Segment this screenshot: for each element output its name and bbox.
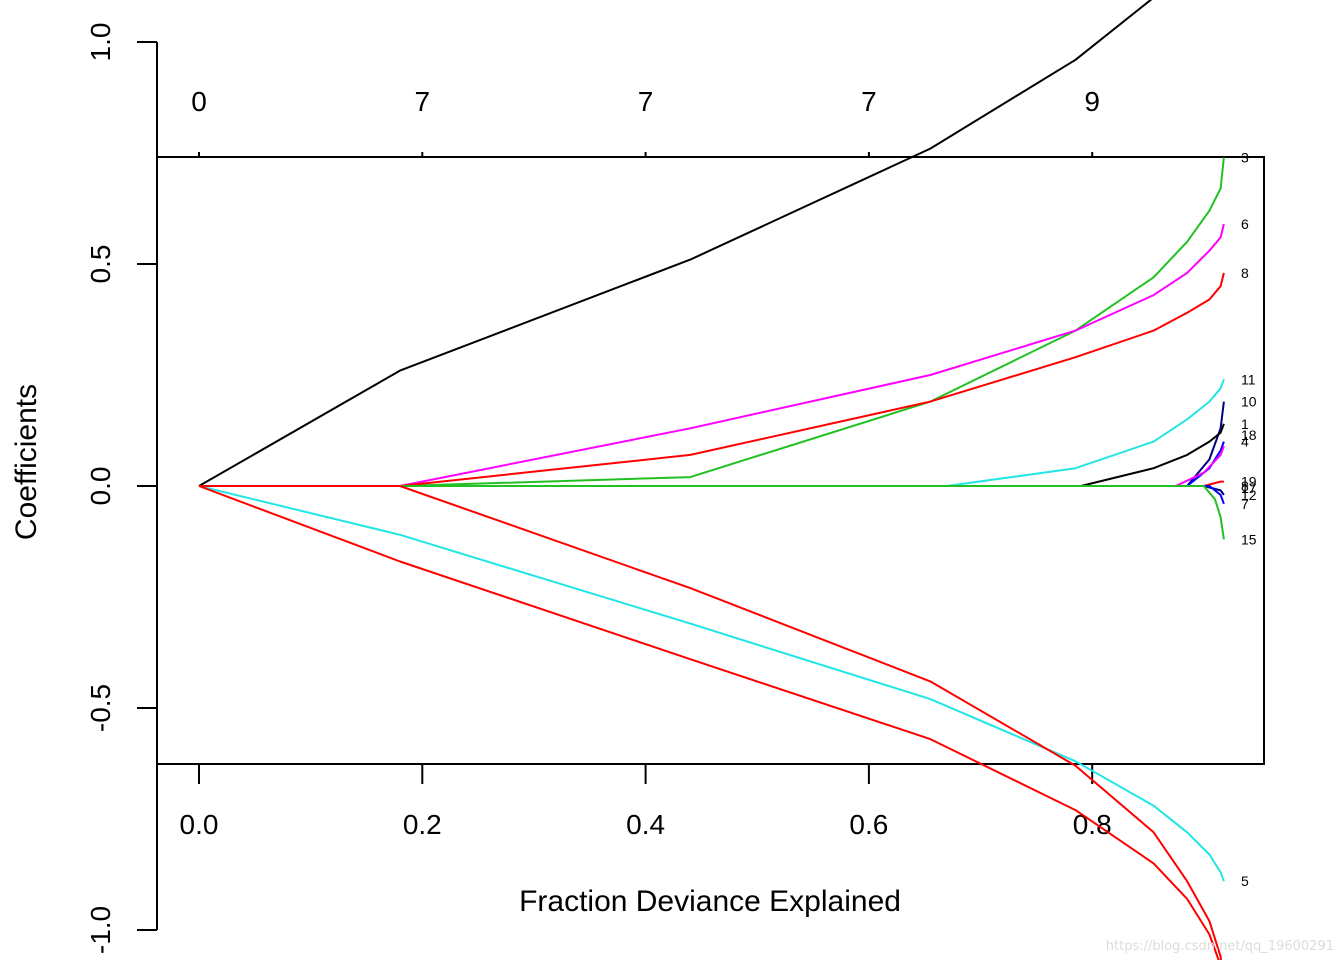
series-end-label: 1 <box>1241 416 1249 432</box>
series-line-10 <box>199 401 1225 487</box>
series-end-label: 4 <box>1241 434 1249 450</box>
series-line-12 <box>199 485 1225 496</box>
top-tick-label: 7 <box>861 86 877 117</box>
series-line-5 <box>198 485 1225 882</box>
watermark-text: https://blog.csdn.net/qq_19600291 <box>1105 939 1334 954</box>
series-line-8 <box>199 272 1225 487</box>
x-axis-title: Fraction Deviance Explained <box>519 885 901 918</box>
series-end-label: 8 <box>1241 478 1249 494</box>
series-end-label: 3 <box>1241 149 1249 165</box>
series-end-label: 5 <box>1241 873 1249 889</box>
series-end-label: 12 <box>1241 487 1257 503</box>
series-line-20 <box>199 485 1222 960</box>
x-axis: 0.0 0.2 0.4 0.6 0.8 <box>180 763 1112 840</box>
series-end-label: 8 <box>1241 265 1249 281</box>
x-tick-label: 0.0 <box>180 809 219 840</box>
top-tick-label: 0 <box>191 86 207 117</box>
series-end-label: 19 <box>1241 474 1257 490</box>
y-tick-label: -0.5 <box>85 684 116 732</box>
y-axis-title: Coefficients <box>10 384 43 540</box>
series-end-label: 18 <box>1241 427 1257 443</box>
series-end-label: 17 <box>1241 480 1257 496</box>
series-line-11 <box>199 379 1225 487</box>
series-line-14 <box>198 485 1220 960</box>
y-tick-label: -1.0 <box>85 906 116 954</box>
y-axis: -1.0 -0.5 0.0 0.5 1.0 <box>85 23 158 954</box>
series-line-4 <box>199 441 1225 487</box>
series-line-1 <box>199 423 1225 487</box>
top-tick-label: 7 <box>638 86 654 117</box>
series-line-6 <box>199 223 1225 487</box>
series-line-15 <box>199 485 1225 540</box>
y-tick-label: 0.0 <box>85 467 116 506</box>
series-end-label: 6 <box>1241 216 1249 232</box>
y-tick-label: 1.0 <box>85 23 116 62</box>
series-end-label: 15 <box>1241 531 1257 547</box>
y-tick-label: 0.5 <box>85 245 116 284</box>
top-tick-label: 9 <box>1084 86 1100 117</box>
x-tick-label: 0.4 <box>626 809 665 840</box>
top-tick-label: 7 <box>415 86 431 117</box>
x-tick-label: 0.8 <box>1073 809 1112 840</box>
series-end-label: 7 <box>1241 496 1249 512</box>
series-line-7 <box>199 485 1225 505</box>
series-line-3 <box>199 157 1225 487</box>
series-lines <box>198 0 1225 960</box>
series-end-labels: 136811101418198171271552014 <box>1241 149 1257 889</box>
top-axis: 0 7 7 7 9 <box>191 86 1100 158</box>
series-end-label: 11 <box>1241 371 1256 387</box>
series-end-label: 10 <box>1241 394 1257 410</box>
series-line-18 <box>199 445 1225 487</box>
x-tick-label: 0.6 <box>849 809 888 840</box>
x-tick-label: 0.2 <box>403 809 442 840</box>
series-line-1 <box>198 0 1153 487</box>
